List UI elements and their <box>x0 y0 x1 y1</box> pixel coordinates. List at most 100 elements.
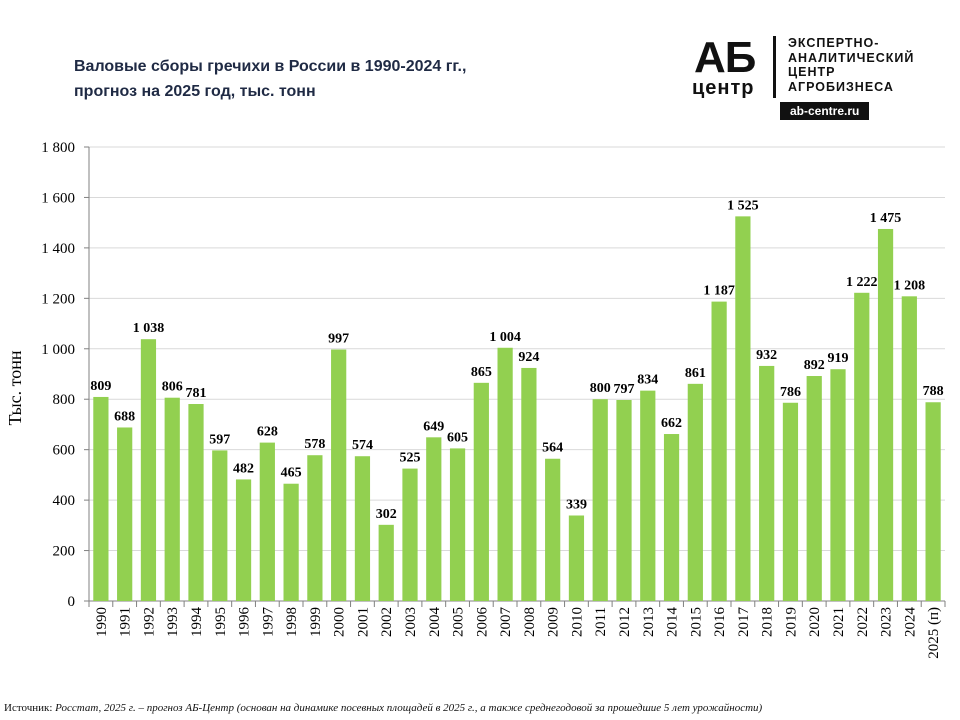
bar <box>521 367 537 601</box>
bar <box>925 402 941 601</box>
bar-value-label: 465 <box>281 466 302 481</box>
bar <box>759 365 775 601</box>
bar <box>212 450 228 601</box>
x-tick-label: 2017 <box>736 607 752 638</box>
x-tick-label: 2012 <box>617 607 633 637</box>
x-tick-label: 2002 <box>379 607 395 637</box>
x-tick-label: 2006 <box>474 607 490 638</box>
source-text: Росстат, 2025 г. – прогноз АБ-Центр (осн… <box>55 702 763 714</box>
x-tick-label: 2001 <box>355 607 371 637</box>
bar-value-label: 482 <box>233 461 254 476</box>
bar-value-label: 628 <box>257 425 278 440</box>
y-tick-label: 1 800 <box>41 140 75 156</box>
bar <box>331 349 347 601</box>
logo-text-line3: ЦЕНТР <box>788 65 836 79</box>
bar-value-label: 688 <box>114 409 135 424</box>
x-tick-label: 1993 <box>165 607 181 637</box>
bar-value-label: 932 <box>756 348 777 363</box>
bar-value-label: 797 <box>614 382 635 397</box>
x-tick-label: 2019 <box>783 607 799 637</box>
x-tick-label: 1999 <box>308 607 324 637</box>
bar <box>782 402 799 601</box>
x-tick-label: 2018 <box>760 607 776 637</box>
y-tick-label: 1 000 <box>41 342 75 358</box>
bar <box>592 399 608 601</box>
x-tick-label: 2014 <box>665 607 681 638</box>
x-tick-label: 1997 <box>260 607 276 638</box>
bar-value-label: 924 <box>518 350 539 365</box>
x-tick-label: 2003 <box>403 607 419 637</box>
source-label: Источник: <box>4 702 53 714</box>
bar <box>93 396 109 601</box>
y-tick-label: 800 <box>53 392 76 408</box>
chart-title-line1: Валовые сборы гречихи в России в 1990-20… <box>74 58 467 75</box>
bar <box>663 434 680 601</box>
bar-value-label: 1 038 <box>133 321 165 336</box>
logo-text-line4: АГРОБИЗНЕСА <box>788 79 894 94</box>
bar <box>640 390 656 601</box>
x-tick-label: 2000 <box>332 607 348 637</box>
bar-value-label: 1 208 <box>894 278 926 293</box>
chart-title: Валовые сборы гречихи в России в 1990-20… <box>74 54 466 104</box>
bar <box>259 442 275 601</box>
x-tick-label: 1995 <box>213 607 229 637</box>
bar <box>806 376 822 601</box>
x-tick-label: 2015 <box>688 607 704 637</box>
bar <box>188 404 204 601</box>
logo-centr-mark: центр <box>692 77 755 99</box>
y-axis-label: Тыс. тонн <box>5 350 25 425</box>
y-tick-label: 1 200 <box>41 291 75 307</box>
y-tick-label: 0 <box>68 594 76 610</box>
bar-value-label: 800 <box>590 381 611 396</box>
bar <box>140 339 157 601</box>
y-tick-label: 600 <box>53 443 76 459</box>
x-tick-label: 2011 <box>593 607 609 636</box>
y-tick-label: 1 400 <box>41 241 75 257</box>
x-tick-label: 2021 <box>831 607 847 637</box>
bar <box>830 369 846 601</box>
x-tick-label: 1990 <box>94 607 110 637</box>
bar <box>687 383 703 601</box>
bar-value-label: 1 475 <box>870 211 902 226</box>
bar <box>426 437 442 601</box>
x-tick-label: 1996 <box>237 607 253 638</box>
x-tick-label: 2009 <box>546 607 562 637</box>
bar <box>354 456 371 601</box>
bar <box>877 228 894 601</box>
bar-value-label: 1 004 <box>489 330 521 345</box>
bar <box>901 296 917 601</box>
bar <box>545 458 561 601</box>
ab-centre-logo: АБ центр ЭКСПЕРТНО- АНАЛИТИЧЕСКИЙ ЦЕНТР … <box>690 36 935 120</box>
bar-value-label: 662 <box>661 416 682 431</box>
x-tick-label: 1994 <box>189 607 205 638</box>
bar <box>117 427 133 601</box>
bar-value-label: 788 <box>923 384 944 399</box>
bar-value-label: 649 <box>423 419 444 434</box>
y-tick-label: 1 600 <box>41 190 75 206</box>
bar-value-label: 834 <box>637 373 658 388</box>
bar-value-label: 564 <box>542 441 563 456</box>
bar-value-label: 1 222 <box>846 275 878 290</box>
x-tick-label: 2023 <box>879 607 895 637</box>
logo-text-line2: АНАЛИТИЧЕСКИЙ <box>788 50 915 65</box>
x-tick-label: 1991 <box>118 607 134 637</box>
bar <box>568 515 585 601</box>
x-tick-label: 2008 <box>522 607 538 637</box>
x-tick-label: 2005 <box>451 607 467 637</box>
bar-value-label: 578 <box>304 437 325 452</box>
bar <box>449 448 466 601</box>
source-note: Источник: Росстат, 2025 г. – прогноз АБ-… <box>4 702 762 714</box>
bar-value-label: 892 <box>804 358 825 373</box>
x-tick-label: 2013 <box>641 607 657 637</box>
x-tick-label: 2024 <box>902 607 918 638</box>
bar-value-label: 574 <box>352 438 373 453</box>
bar <box>402 468 418 601</box>
logo-website: ab-centre.ru <box>780 102 870 120</box>
bar <box>164 397 180 601</box>
x-tick-label: 2025 (п) <box>926 607 942 659</box>
bar-value-label: 302 <box>376 507 397 522</box>
bar-value-label: 1 525 <box>727 198 759 213</box>
bar-value-label: 865 <box>471 365 492 380</box>
bar-value-label: 786 <box>780 385 801 400</box>
logo-text: ЭКСПЕРТНО- АНАЛИТИЧЕСКИЙ ЦЕНТР АГРОБИЗНЕ… <box>788 36 914 94</box>
